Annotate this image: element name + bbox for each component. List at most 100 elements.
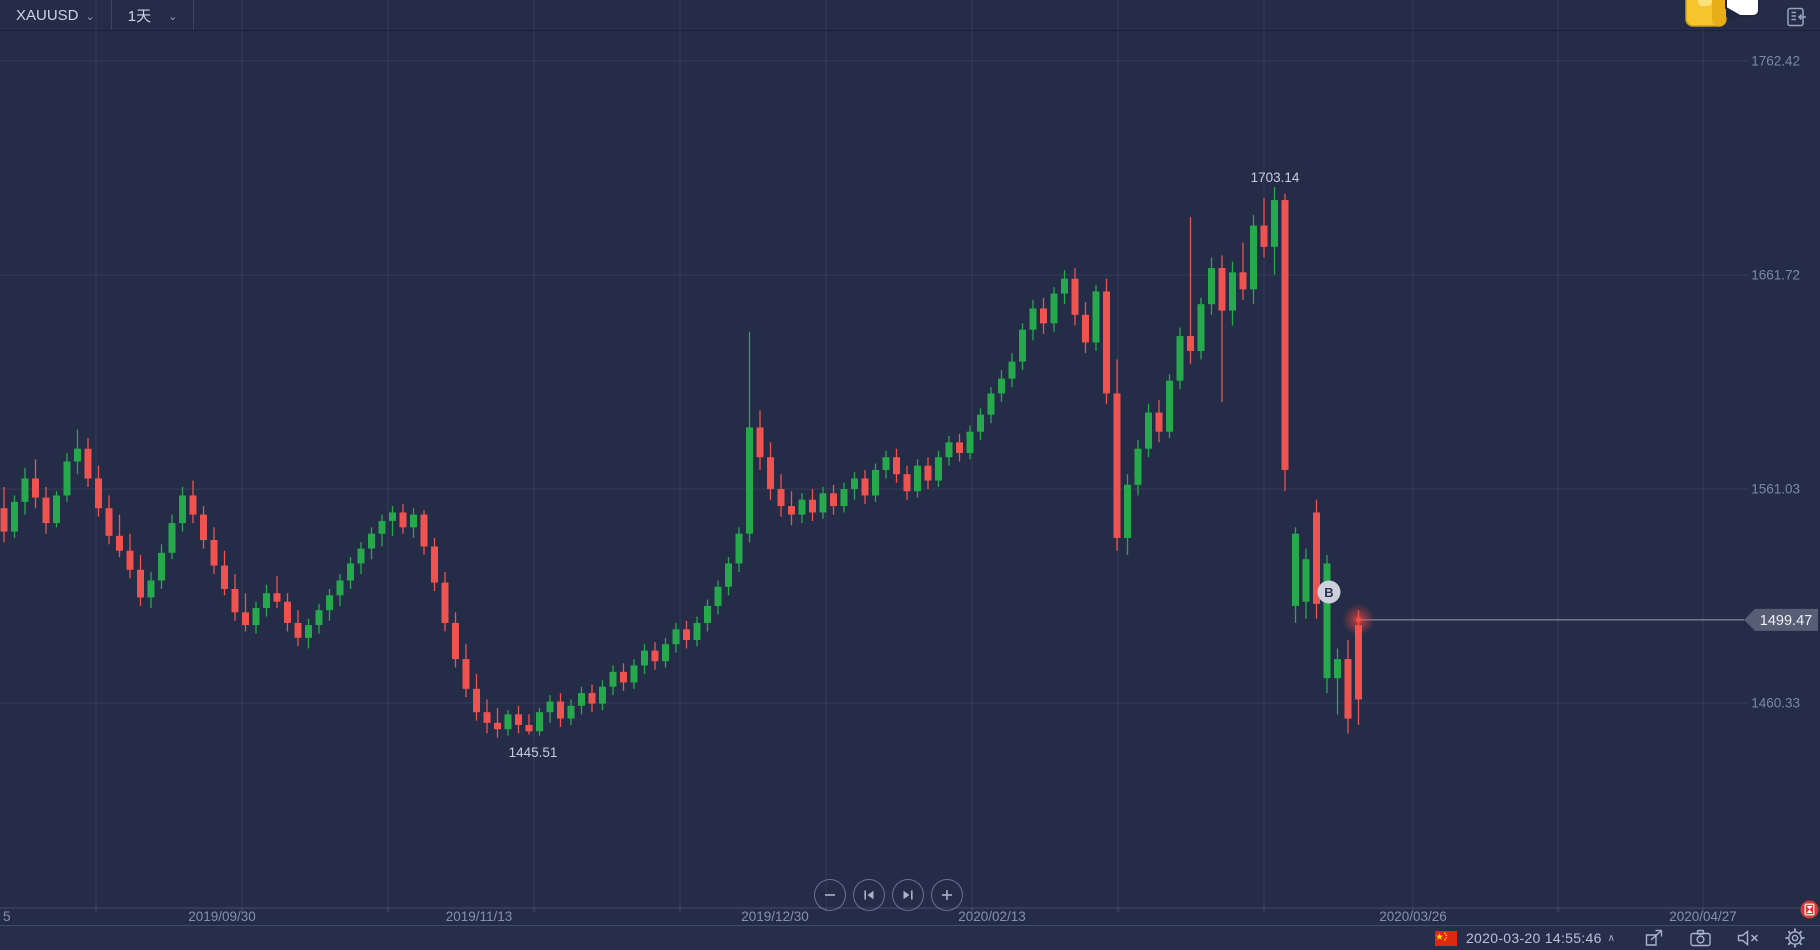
candle-body xyxy=(1197,304,1205,351)
candle-body xyxy=(483,712,491,723)
candle-body xyxy=(1187,336,1194,351)
candle-body xyxy=(1113,393,1121,538)
candle-body xyxy=(210,540,218,566)
candle-body xyxy=(935,457,942,481)
candle-body xyxy=(872,469,879,496)
candle-body xyxy=(809,499,816,513)
candle-body xyxy=(1040,308,1047,324)
time-axis-label[interactable]: 2020/02/13 xyxy=(958,909,1026,924)
candle-body xyxy=(305,625,312,638)
candle-body xyxy=(147,580,155,598)
price-axis-label[interactable]: 1460.33 xyxy=(1751,696,1800,711)
screenshot-button[interactable] xyxy=(1689,927,1712,949)
candle-body xyxy=(777,489,785,507)
candle-body xyxy=(1334,659,1341,679)
candle-body xyxy=(221,565,228,589)
chevron-up-icon[interactable]: ∧ xyxy=(1607,932,1615,944)
candle-body xyxy=(557,701,564,719)
candle-body xyxy=(1355,625,1362,700)
candle-body xyxy=(651,650,659,662)
candle-body xyxy=(1166,380,1173,432)
candle-body xyxy=(620,671,627,683)
price-axis-label[interactable]: 1762.42 xyxy=(1751,54,1800,69)
skip-to-start-button[interactable] xyxy=(853,879,885,911)
time-axis-label[interactable]: 2019/09/30 xyxy=(188,909,256,924)
sound-muted-icon xyxy=(1737,930,1759,946)
candle-body xyxy=(242,612,249,626)
candle-body xyxy=(767,457,774,490)
candle-body xyxy=(630,665,638,683)
candle-body xyxy=(42,497,50,524)
candle-body xyxy=(819,493,827,513)
candle-body xyxy=(641,650,648,666)
price-axis-label[interactable]: 1561.03 xyxy=(1751,482,1800,497)
candle-body xyxy=(1092,291,1100,343)
candle-body xyxy=(945,442,953,458)
share-button[interactable] xyxy=(1643,927,1665,949)
candle-body xyxy=(536,712,543,732)
candle-body xyxy=(116,535,123,551)
mute-toggle-button[interactable] xyxy=(1736,927,1760,949)
candle-body xyxy=(32,478,39,498)
time-axis-label[interactable]: 2020/04/27 xyxy=(1669,909,1737,924)
candle-body xyxy=(515,714,522,725)
current-price-tag xyxy=(1744,608,1818,631)
symbol-selector[interactable]: XAUUSD ⌄ xyxy=(0,0,111,30)
price-axis-label[interactable]: 1661.72 xyxy=(1751,268,1800,283)
candle-body xyxy=(11,501,18,532)
interval-selector[interactable]: 1天 ⌄ xyxy=(112,0,194,30)
candle-body xyxy=(53,495,60,524)
low-price-annotation: 1445.51 xyxy=(509,745,558,760)
camera-icon xyxy=(1690,929,1711,947)
zoom-out-button[interactable] xyxy=(814,879,846,911)
candle-body xyxy=(525,724,533,732)
candle-body xyxy=(378,520,386,534)
candle-body xyxy=(1145,412,1152,449)
candle-body xyxy=(126,550,134,570)
candle-body xyxy=(315,610,323,626)
candle-body xyxy=(1250,225,1257,290)
candle-body xyxy=(672,629,680,645)
candle-body xyxy=(956,442,963,453)
candle-body xyxy=(914,465,921,492)
time-axis-label[interactable]: 2019/11/13 xyxy=(446,909,513,924)
candle-body xyxy=(1103,291,1110,394)
candle-body xyxy=(1155,412,1163,432)
candle-body xyxy=(389,512,396,521)
candle-body xyxy=(357,548,365,564)
zoom-in-button[interactable] xyxy=(931,879,963,911)
candle-body xyxy=(63,461,71,496)
candle-body xyxy=(74,448,81,462)
candle-body xyxy=(693,622,701,640)
candle-body xyxy=(410,514,417,528)
candle-body xyxy=(924,465,932,481)
skip-to-end-button[interactable] xyxy=(892,879,924,911)
candle-body xyxy=(1029,308,1037,330)
candle-body xyxy=(798,499,806,515)
chart-overlays: 1499.47 B 1703.14 1445.51 xyxy=(509,170,1818,760)
time-axis-label[interactable]: 5 xyxy=(3,909,11,924)
chart-toolbar: XAUUSD ⌄ 1天 ⌄ xyxy=(0,0,1820,31)
candle-body xyxy=(588,693,596,704)
candle-body xyxy=(137,569,144,598)
candle-body xyxy=(231,588,239,613)
candle-body xyxy=(1050,293,1058,324)
candle-body xyxy=(420,514,428,547)
connection-status-badge[interactable] xyxy=(1800,900,1819,924)
candle-body xyxy=(578,693,585,706)
plus-icon xyxy=(942,890,952,900)
time-axis-label[interactable]: 2019/12/30 xyxy=(741,909,809,924)
candle-body xyxy=(1134,448,1142,485)
candle-body xyxy=(1292,533,1299,606)
collapse-panel-button[interactable] xyxy=(1784,5,1808,34)
candle-body xyxy=(462,659,470,689)
candle-body xyxy=(735,533,743,564)
settings-button[interactable] xyxy=(1784,927,1806,949)
candle-body xyxy=(756,427,764,458)
last-price-dot xyxy=(1356,617,1361,623)
candle-body xyxy=(977,414,984,432)
candle-body xyxy=(725,563,732,587)
time-axis-label[interactable]: 2020/03/26 xyxy=(1379,909,1447,924)
candle-body xyxy=(21,478,29,502)
